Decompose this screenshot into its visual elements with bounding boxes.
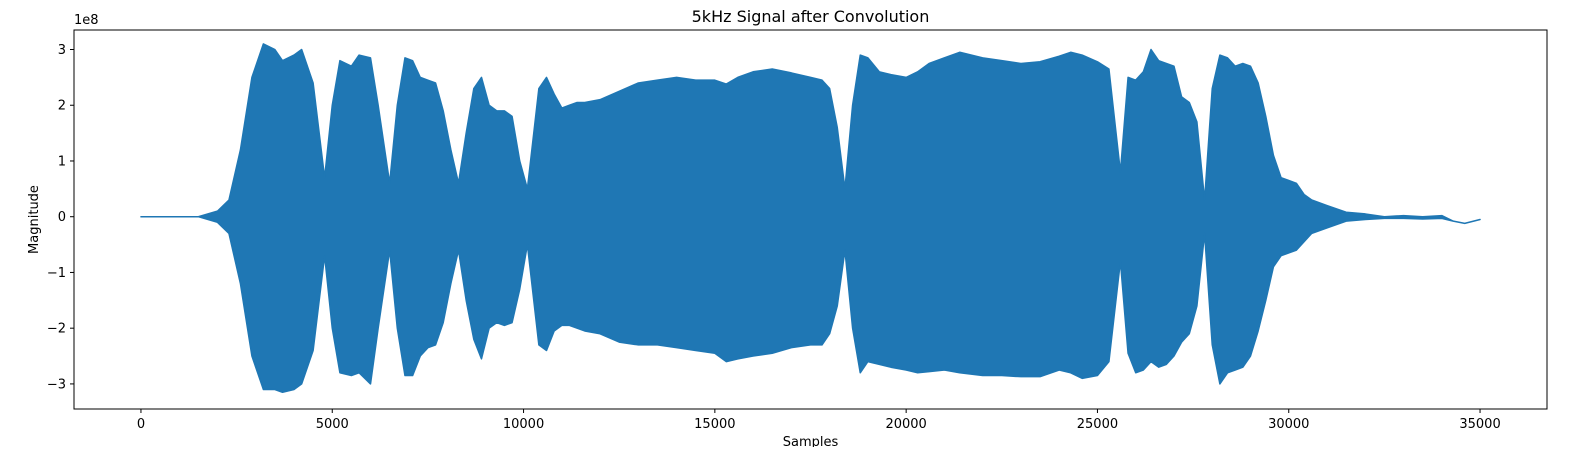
x-axis-ticks: 0 5000 10000 15000 20000 25000 30000 35000 [137, 409, 1501, 432]
y-tick-label: −2 [47, 322, 66, 337]
y-tick-label: −3 [47, 377, 66, 392]
y-tick-label: 3 [58, 43, 66, 58]
y-axis-offset-label: 1e8 [74, 13, 99, 28]
x-tick-label: 15000 [694, 417, 735, 432]
x-tick-label: 35000 [1459, 417, 1500, 432]
x-tick-label: 10000 [503, 417, 544, 432]
plot-area [140, 43, 1481, 394]
y-axis-ticks: −3 −2 −1 0 1 2 3 [47, 43, 74, 392]
y-tick-label: 2 [58, 99, 66, 114]
x-tick-label: 5000 [316, 417, 349, 432]
y-tick-label: 1 [58, 154, 66, 169]
y-axis-label: Magnitude [27, 185, 42, 254]
y-tick-label: −1 [47, 266, 66, 281]
x-tick-label: 30000 [1268, 417, 1309, 432]
axes-frame [73, 29, 1548, 410]
x-tick-label: 20000 [885, 417, 926, 432]
x-tick-label: 0 [137, 417, 145, 432]
x-tick-label: 25000 [1077, 417, 1118, 432]
chart-title: 5kHz Signal after Convolution [692, 7, 930, 26]
y-tick-label: 0 [58, 210, 66, 225]
signal-series-fill-0 [140, 43, 1481, 394]
x-axis-label: Samples [783, 435, 839, 447]
